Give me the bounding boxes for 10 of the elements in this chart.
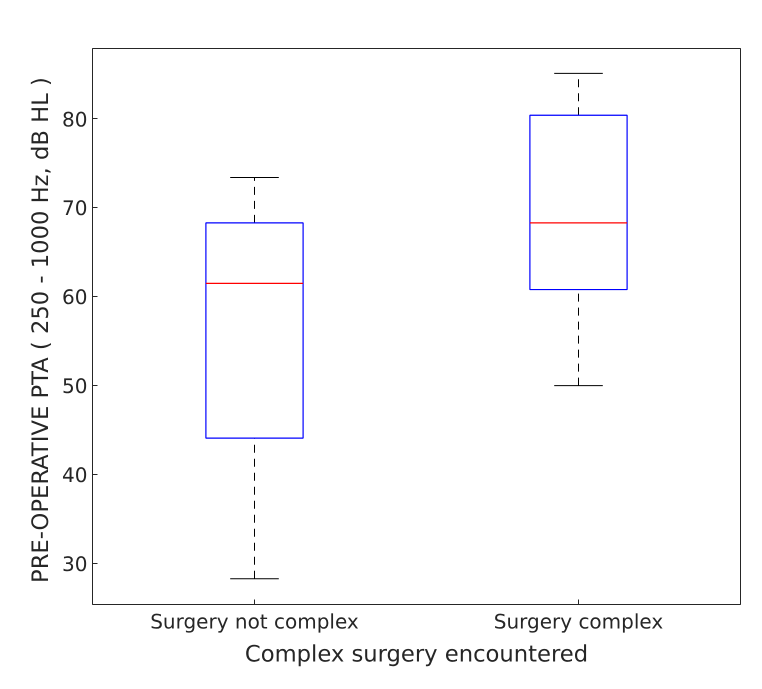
x-tick-label: Surgery not complex (150, 610, 359, 634)
y-tick-label: 40 (62, 463, 88, 488)
y-tick-label: 70 (62, 196, 88, 220)
y-axis-title: PRE-OPERATIVE PTA ( 250 - 1000 Hz, dB HL ) (28, 77, 54, 583)
y-tick-label: 30 (62, 552, 88, 576)
x-tick-label: Surgery complex (494, 610, 664, 634)
y-tick-label: 80 (62, 107, 88, 132)
x-axis-title: Complex surgery encountered (244, 642, 588, 668)
y-tick-label: 60 (62, 285, 88, 310)
y-tick-label: 50 (62, 374, 88, 398)
